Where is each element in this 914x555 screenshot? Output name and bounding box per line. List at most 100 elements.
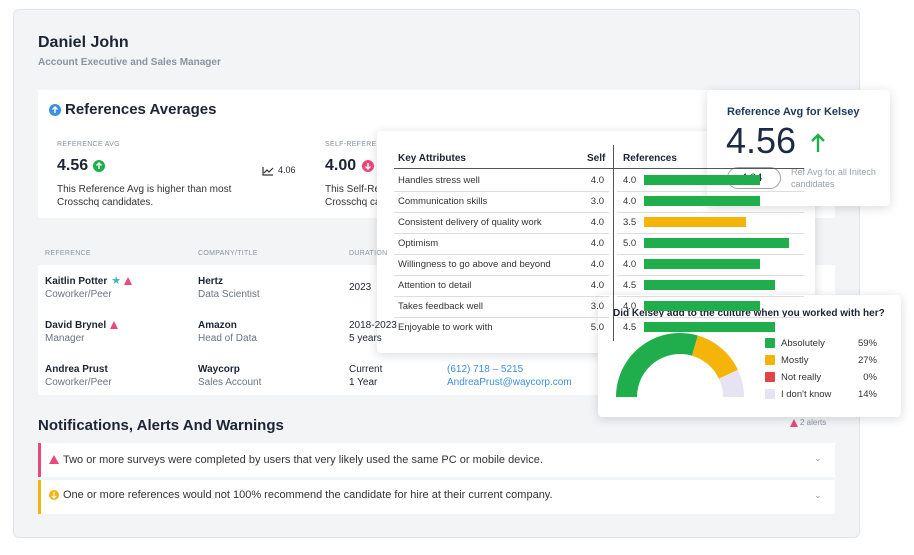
company: Waycorp bbox=[198, 364, 240, 375]
legend-swatch bbox=[765, 372, 775, 382]
reference-score: 4.0 bbox=[623, 259, 637, 270]
reference-score: 4.0 bbox=[623, 175, 637, 186]
attributes-header: References bbox=[623, 153, 677, 164]
alert-text: One or more references would not 100% re… bbox=[63, 489, 553, 501]
score-bar bbox=[644, 217, 746, 227]
legend-label: I don't know bbox=[781, 389, 832, 400]
duration: 2018-2023 bbox=[349, 320, 397, 331]
position: Head of Data bbox=[198, 333, 257, 344]
gauge-segment bbox=[691, 335, 738, 379]
culture-question: Did Kelsey add to the culture when you w… bbox=[613, 308, 885, 319]
legend-swatch bbox=[765, 338, 775, 348]
row-rule bbox=[394, 212, 609, 213]
reference-score: 4.5 bbox=[623, 322, 637, 333]
attribute-name: Handles stress well bbox=[398, 175, 480, 186]
self-score: 4.0 bbox=[590, 175, 604, 186]
duration: Current bbox=[349, 364, 383, 375]
row-rule bbox=[394, 191, 609, 192]
attribute-name: Willingness to go above and beyond bbox=[398, 259, 551, 270]
duration: 2023 bbox=[349, 282, 372, 293]
score-bar bbox=[644, 322, 775, 332]
reference-trend: 4.06 bbox=[278, 165, 296, 175]
chevron[interactable]: ⌄ bbox=[814, 453, 822, 463]
position: Data Scientist bbox=[198, 289, 260, 300]
row-rule bbox=[617, 212, 804, 213]
company: Hertz bbox=[198, 276, 224, 287]
self-score: 4.0 bbox=[590, 217, 604, 228]
length: 5 years bbox=[349, 333, 382, 344]
legend-value: 0% bbox=[863, 372, 877, 383]
all-avg-label: Ref Avg for all Initech candidates bbox=[791, 167, 876, 189]
alert-row[interactable] bbox=[38, 480, 835, 514]
down-icon bbox=[362, 160, 374, 172]
averages-title: References Averages bbox=[65, 101, 217, 118]
column-header: REFERENCE bbox=[45, 250, 91, 257]
position: Sales Account bbox=[198, 377, 262, 388]
score-bar bbox=[644, 301, 760, 311]
phone: (612) 718 – 5215 bbox=[447, 364, 524, 375]
attribute-name: Optimism bbox=[398, 238, 439, 249]
column-header: COMPANY/TITLE bbox=[198, 250, 258, 257]
info-icon bbox=[49, 104, 61, 116]
chevron[interactable]: ⌄ bbox=[814, 490, 822, 500]
alert-count-icon bbox=[790, 419, 798, 427]
notifications-title: Notifications, Alerts And Warnings bbox=[38, 417, 284, 434]
attributes-header: Self bbox=[587, 153, 606, 164]
score-bar bbox=[644, 238, 789, 248]
self-avg-label: SELF-REFERENCE AVG bbox=[325, 141, 410, 148]
reference-relation: Coworker/Peer bbox=[45, 289, 112, 300]
reference-score: 4.0 bbox=[623, 196, 637, 207]
column-divider bbox=[613, 145, 614, 341]
candidate-name: Daniel John bbox=[38, 34, 129, 51]
legend-label: Not really bbox=[781, 372, 822, 383]
alert-text: Two or more surveys were completed by us… bbox=[63, 454, 543, 466]
email: AndreaPrust@waycorp.com bbox=[447, 377, 572, 388]
gauge-segment bbox=[718, 369, 744, 397]
column-header: DURATION bbox=[349, 250, 388, 257]
attribute-name: Communication skills bbox=[398, 196, 488, 207]
legend-label: Mostly bbox=[781, 355, 809, 366]
attribute-name: Attention to detail bbox=[398, 280, 472, 291]
row-rule bbox=[394, 296, 609, 297]
self-score: 4.0 bbox=[590, 259, 604, 270]
reference-name: David Brynel bbox=[45, 320, 107, 331]
length: 1 Year bbox=[349, 377, 378, 388]
warning-icon bbox=[110, 321, 119, 329]
row-rule bbox=[617, 317, 804, 318]
legend-swatch bbox=[765, 355, 775, 365]
self-score: 3.0 bbox=[590, 196, 604, 207]
self-score: 4.0 bbox=[590, 280, 604, 291]
reference-name: Kaitlin Potter bbox=[45, 276, 108, 287]
attribute-name: Consistent delivery of quality work bbox=[398, 217, 542, 228]
reference-score: 4.5 bbox=[623, 280, 637, 291]
reference-avg-value: 4.56 bbox=[57, 157, 89, 174]
kelsey-avg: 4.56 bbox=[726, 120, 797, 161]
reference-relation: Manager bbox=[45, 333, 85, 344]
attributes-header: Key Attributes bbox=[398, 153, 466, 164]
attribute-name: Takes feedback well bbox=[398, 301, 484, 312]
row-rule bbox=[617, 254, 804, 255]
legend-label: Absolutely bbox=[781, 338, 825, 349]
row-rule bbox=[617, 191, 804, 192]
legend-value: 59% bbox=[857, 338, 877, 349]
reference-score: 4.0 bbox=[623, 301, 637, 312]
reference-note: This Reference Avg is higher than most C… bbox=[57, 184, 232, 208]
alert-row[interactable] bbox=[38, 443, 835, 477]
legend-value: 27% bbox=[857, 355, 877, 366]
score-bar bbox=[644, 259, 760, 269]
self-score: 4.0 bbox=[590, 238, 604, 249]
company: Amazon bbox=[198, 320, 237, 331]
up-arrow bbox=[811, 133, 825, 152]
self-avg-value: 4.00 bbox=[325, 157, 357, 174]
row-rule bbox=[617, 275, 804, 276]
legend-swatch bbox=[765, 389, 775, 399]
self-score: 3.0 bbox=[590, 301, 604, 312]
up-icon bbox=[93, 160, 105, 172]
alert-count: 2 alerts bbox=[800, 418, 827, 427]
warning-icon bbox=[49, 455, 59, 464]
reference-score: 5.0 bbox=[623, 238, 637, 249]
kelsey-title: Reference Avg for Kelsey bbox=[727, 106, 860, 118]
reference-name: Andrea Prust bbox=[45, 364, 108, 375]
star-icon: ★ bbox=[111, 275, 122, 287]
